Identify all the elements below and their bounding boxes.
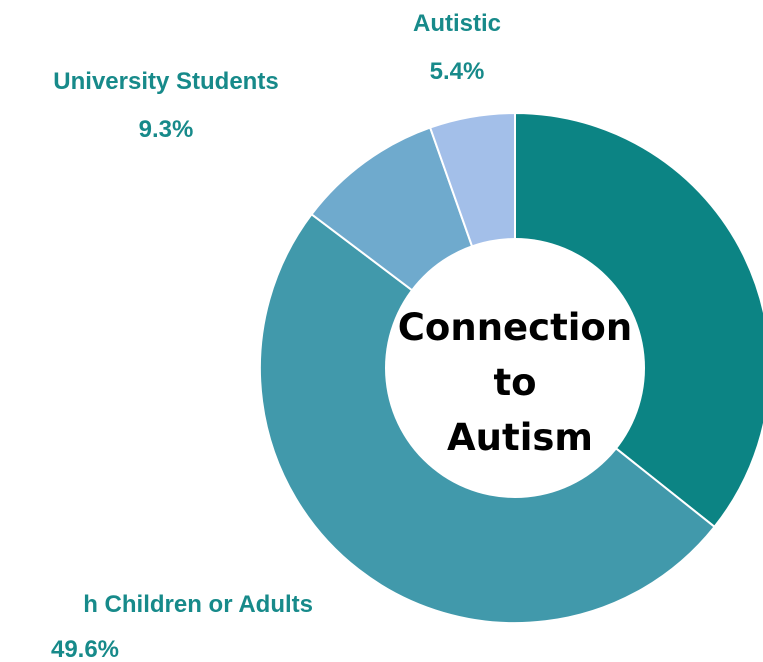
slice-dark-teal (514, 111, 763, 529)
label-children-adults-value: 49.6% (51, 636, 119, 662)
label-autistic-name: Autistic (413, 10, 501, 37)
center-title-line-2: to (493, 361, 536, 404)
label-autistic-value: 5.4% (430, 58, 485, 85)
center-title-line-1: Connection (398, 306, 632, 349)
center-title-line-3: Autism (447, 416, 593, 459)
donut-center-hole (385, 238, 645, 498)
label-university-students-name: University Students (53, 68, 278, 95)
label-children-adults-name: h Children or Adults (83, 591, 313, 618)
label-university-students-value: 9.3% (139, 116, 194, 143)
